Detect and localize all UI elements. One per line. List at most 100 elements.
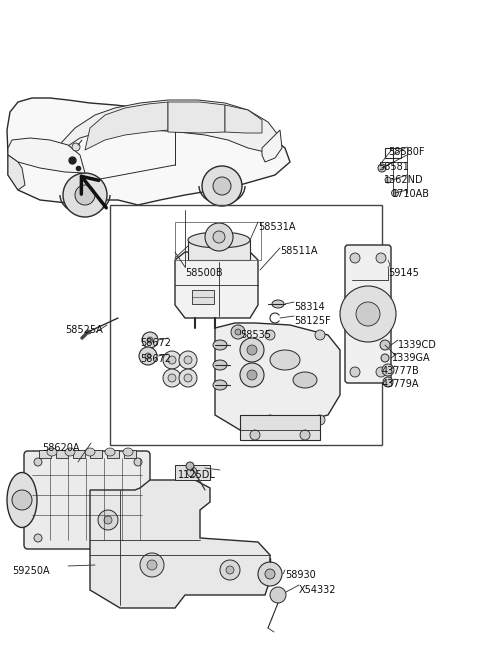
Text: 58314: 58314 bbox=[294, 302, 325, 312]
FancyBboxPatch shape bbox=[345, 245, 391, 383]
Circle shape bbox=[381, 354, 389, 362]
Bar bbox=[107, 450, 119, 458]
Circle shape bbox=[134, 534, 142, 542]
Circle shape bbox=[385, 177, 391, 183]
Circle shape bbox=[392, 189, 398, 196]
Circle shape bbox=[186, 462, 194, 470]
Ellipse shape bbox=[85, 448, 95, 456]
Circle shape bbox=[34, 458, 42, 466]
Polygon shape bbox=[175, 465, 210, 480]
Bar bbox=[39, 450, 51, 458]
Bar bbox=[90, 450, 102, 458]
Circle shape bbox=[213, 177, 231, 195]
Circle shape bbox=[265, 415, 275, 425]
Circle shape bbox=[168, 356, 176, 364]
Text: 58672: 58672 bbox=[140, 338, 171, 348]
Ellipse shape bbox=[123, 448, 133, 456]
Text: 1339CD: 1339CD bbox=[398, 340, 437, 350]
Circle shape bbox=[226, 566, 234, 574]
Bar bbox=[110, 205, 382, 445]
Polygon shape bbox=[7, 98, 290, 205]
Circle shape bbox=[140, 553, 164, 577]
Ellipse shape bbox=[270, 350, 300, 370]
Circle shape bbox=[63, 173, 107, 217]
Ellipse shape bbox=[105, 448, 115, 456]
Text: 59145: 59145 bbox=[388, 268, 419, 278]
Polygon shape bbox=[240, 415, 320, 440]
Polygon shape bbox=[262, 130, 282, 162]
Polygon shape bbox=[188, 240, 250, 260]
Bar bbox=[56, 450, 68, 458]
Ellipse shape bbox=[213, 360, 227, 370]
Text: 58525A: 58525A bbox=[65, 325, 103, 335]
Bar bbox=[192, 290, 214, 304]
Text: 43777B: 43777B bbox=[382, 366, 420, 376]
Circle shape bbox=[315, 415, 325, 425]
Circle shape bbox=[187, 467, 197, 477]
Circle shape bbox=[247, 370, 257, 380]
Text: 58580F: 58580F bbox=[388, 147, 424, 157]
Text: 58535: 58535 bbox=[240, 330, 271, 340]
Circle shape bbox=[220, 560, 240, 580]
Circle shape bbox=[265, 330, 275, 340]
Text: 1339GA: 1339GA bbox=[392, 353, 431, 363]
Circle shape bbox=[240, 338, 264, 362]
Circle shape bbox=[376, 367, 386, 377]
Polygon shape bbox=[90, 480, 270, 608]
Circle shape bbox=[72, 143, 80, 151]
Circle shape bbox=[250, 430, 260, 440]
Circle shape bbox=[184, 356, 192, 364]
Text: 58930: 58930 bbox=[285, 570, 316, 580]
Bar bbox=[175, 222, 261, 260]
Text: 1362ND: 1362ND bbox=[384, 175, 424, 185]
Polygon shape bbox=[215, 323, 340, 430]
Circle shape bbox=[240, 363, 264, 387]
Ellipse shape bbox=[213, 340, 227, 350]
Circle shape bbox=[380, 340, 390, 350]
Circle shape bbox=[168, 374, 176, 382]
Circle shape bbox=[184, 374, 192, 382]
Ellipse shape bbox=[213, 380, 227, 390]
Text: 58500B: 58500B bbox=[185, 268, 223, 278]
Text: 58511A: 58511A bbox=[280, 246, 317, 256]
Circle shape bbox=[235, 329, 241, 335]
Circle shape bbox=[378, 164, 386, 172]
Circle shape bbox=[179, 351, 197, 369]
Polygon shape bbox=[85, 102, 168, 150]
Circle shape bbox=[300, 430, 310, 440]
Circle shape bbox=[265, 569, 275, 579]
Circle shape bbox=[383, 377, 393, 387]
Ellipse shape bbox=[293, 372, 317, 388]
Text: 58672: 58672 bbox=[140, 354, 171, 364]
Ellipse shape bbox=[65, 448, 75, 456]
Text: 1125DL: 1125DL bbox=[178, 470, 216, 480]
Circle shape bbox=[376, 253, 386, 263]
Polygon shape bbox=[225, 105, 262, 133]
Text: 58581: 58581 bbox=[378, 162, 409, 172]
Text: 58620A: 58620A bbox=[42, 443, 80, 453]
Polygon shape bbox=[175, 252, 258, 318]
Bar bbox=[73, 450, 85, 458]
Circle shape bbox=[75, 185, 95, 205]
Circle shape bbox=[134, 458, 142, 466]
Text: 43779A: 43779A bbox=[382, 379, 420, 389]
Text: 59250A: 59250A bbox=[12, 566, 49, 576]
Text: 1710AB: 1710AB bbox=[392, 189, 430, 199]
Circle shape bbox=[382, 364, 394, 376]
Text: X54332: X54332 bbox=[299, 585, 336, 595]
Bar bbox=[385, 148, 401, 158]
Circle shape bbox=[356, 302, 380, 326]
Ellipse shape bbox=[272, 300, 284, 308]
Circle shape bbox=[350, 253, 360, 263]
Text: 58531A: 58531A bbox=[258, 222, 296, 232]
Circle shape bbox=[247, 345, 257, 355]
Circle shape bbox=[34, 534, 42, 542]
Ellipse shape bbox=[47, 448, 57, 456]
Circle shape bbox=[98, 510, 118, 530]
Circle shape bbox=[179, 369, 197, 387]
Circle shape bbox=[142, 332, 158, 348]
Circle shape bbox=[270, 587, 286, 603]
Circle shape bbox=[350, 367, 360, 377]
Circle shape bbox=[315, 330, 325, 340]
Circle shape bbox=[139, 347, 157, 365]
